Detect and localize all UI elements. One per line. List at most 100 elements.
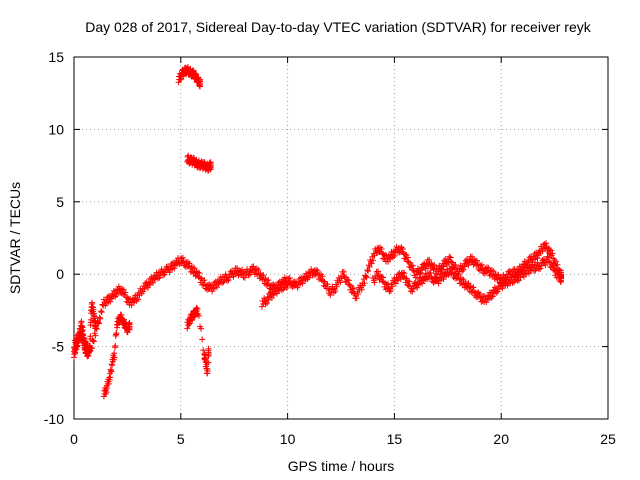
data-point (494, 288, 501, 295)
y-tick-label: 5 (56, 194, 64, 210)
data-point (283, 285, 290, 292)
data-point (514, 277, 521, 284)
data-point (404, 254, 411, 261)
data-point (449, 265, 456, 272)
data-point (214, 284, 221, 291)
data-point (405, 259, 412, 266)
data-point (145, 284, 152, 291)
data-point (294, 284, 301, 291)
data-point (475, 289, 482, 296)
data-point (549, 250, 556, 257)
data-point (113, 330, 120, 337)
data-point (476, 290, 483, 297)
data-point (313, 270, 320, 277)
data-point (350, 289, 357, 296)
grid (74, 57, 608, 419)
data-point (166, 269, 173, 276)
data-point (509, 279, 516, 286)
data-point (171, 265, 178, 272)
data-point (380, 251, 387, 258)
data-point (364, 267, 371, 274)
data-point (398, 244, 405, 251)
data-point (471, 292, 478, 299)
data-point (112, 342, 119, 349)
data-point (459, 275, 466, 282)
data-point (112, 293, 119, 300)
data-point (117, 285, 124, 292)
data-point (469, 253, 476, 260)
data-point (436, 277, 443, 284)
data-point (432, 273, 439, 280)
data-point (488, 294, 495, 301)
data-point (140, 288, 147, 295)
data-point (490, 268, 497, 275)
data-point (435, 280, 442, 287)
data-point (345, 277, 352, 284)
data-point (198, 325, 205, 332)
data-point (160, 272, 166, 279)
data-point (291, 278, 298, 285)
y-tick-label: -10 (44, 411, 64, 427)
data-point (90, 337, 97, 344)
data-point (471, 256, 478, 263)
data-point (135, 296, 142, 303)
data-point (391, 252, 398, 259)
data-point (485, 264, 492, 271)
data-point (450, 273, 457, 280)
y-tick-label: 10 (48, 121, 64, 137)
data-point (194, 269, 201, 276)
data-point (204, 368, 211, 375)
data-point (460, 266, 467, 273)
data-point (262, 301, 269, 308)
data-point (426, 256, 433, 263)
data-point (239, 270, 246, 277)
data-point (371, 279, 378, 286)
data-point (358, 286, 365, 293)
data-point (481, 270, 488, 277)
y-tick-label: 15 (48, 49, 64, 65)
data-point (409, 262, 416, 269)
data-point (186, 260, 193, 267)
data-point (400, 250, 407, 257)
data-point (406, 278, 413, 285)
data-point (550, 262, 557, 269)
data-point (184, 259, 191, 266)
data-point (375, 268, 382, 275)
data-point (404, 281, 411, 288)
data-point (447, 254, 454, 261)
data-point (278, 287, 285, 294)
data-point (98, 309, 105, 316)
data-point (440, 263, 447, 270)
data-point (387, 287, 394, 294)
data-point (551, 267, 558, 274)
data-point (459, 268, 466, 275)
data-point (155, 275, 162, 282)
data-point (92, 332, 99, 339)
data-point (197, 83, 204, 90)
y-axis-label: SDTVAR / TECUs (7, 182, 23, 294)
data-point (558, 275, 565, 282)
data-point (480, 269, 487, 276)
data-point (448, 259, 455, 266)
chart-title: Day 028 of 2017, Sidereal Day-to-day VTE… (85, 19, 591, 35)
data-point (113, 292, 120, 299)
data-point (90, 338, 97, 345)
data-point (427, 269, 434, 276)
data-point (103, 389, 110, 396)
data-point (378, 273, 385, 280)
data-point (346, 282, 353, 289)
data-point (207, 162, 214, 169)
data-point (379, 250, 386, 257)
data-point (150, 279, 157, 286)
data-point (270, 281, 277, 288)
data-point (550, 266, 557, 273)
data-point (255, 267, 262, 274)
x-tick-label: 20 (493, 431, 509, 447)
y-axis: -10 -5 0 5 10 15 (44, 49, 608, 427)
data-point (404, 277, 411, 284)
data-point (128, 302, 135, 309)
data-point (314, 267, 321, 274)
data-point (386, 288, 393, 295)
data-point (122, 289, 129, 296)
data-point (141, 285, 148, 292)
